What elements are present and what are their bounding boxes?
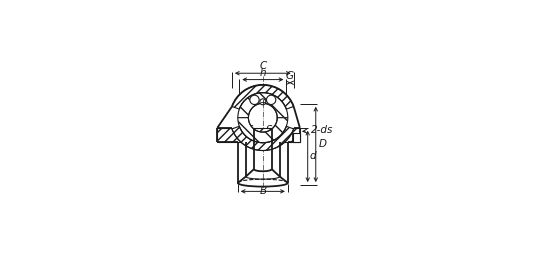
Text: C: C [259,61,266,71]
Bar [293,133,300,142]
Polygon shape [232,85,294,109]
Polygon shape [238,93,288,118]
Text: G: G [286,72,294,81]
Text: B: B [259,186,266,196]
Bar [236,131,289,185]
Text: d: d [310,152,316,161]
Text: 2-ds: 2-ds [303,125,333,135]
Text: D: D [318,139,326,149]
Polygon shape [232,126,294,150]
Circle shape [250,95,259,104]
Polygon shape [238,118,288,143]
Text: S: S [247,125,254,135]
Circle shape [260,99,266,105]
Text: h: h [260,68,266,78]
Text: S₁: S₁ [266,125,277,135]
Bar [217,128,300,142]
Circle shape [267,95,276,104]
